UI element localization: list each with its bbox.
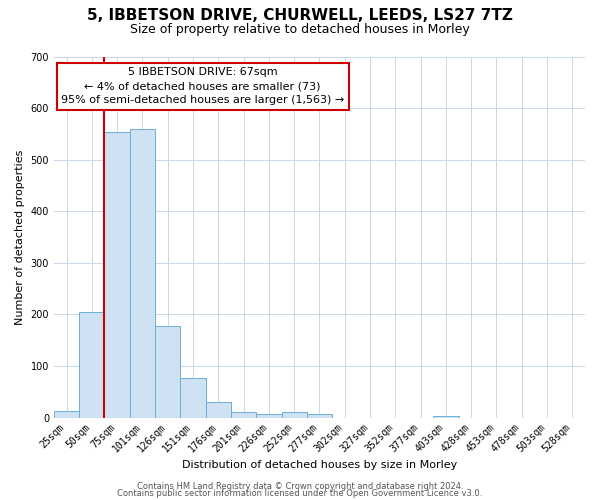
Bar — [433, 416, 458, 418]
Bar — [181, 378, 206, 418]
Text: 5, IBBETSON DRIVE, CHURWELL, LEEDS, LS27 7TZ: 5, IBBETSON DRIVE, CHURWELL, LEEDS, LS27… — [87, 8, 513, 22]
Bar — [206, 402, 231, 417]
Text: Contains public sector information licensed under the Open Government Licence v3: Contains public sector information licen… — [118, 488, 482, 498]
Bar — [155, 326, 181, 418]
Bar — [281, 412, 307, 418]
Bar — [307, 414, 332, 418]
Text: Contains HM Land Registry data © Crown copyright and database right 2024.: Contains HM Land Registry data © Crown c… — [137, 482, 463, 491]
X-axis label: Distribution of detached houses by size in Morley: Distribution of detached houses by size … — [182, 460, 457, 470]
Bar — [256, 414, 281, 418]
Bar — [54, 412, 79, 418]
Bar — [104, 132, 130, 418]
Bar — [79, 312, 104, 418]
Text: 5 IBBETSON DRIVE: 67sqm
← 4% of detached houses are smaller (73)
95% of semi-det: 5 IBBETSON DRIVE: 67sqm ← 4% of detached… — [61, 68, 344, 106]
Y-axis label: Number of detached properties: Number of detached properties — [15, 150, 25, 324]
Text: Size of property relative to detached houses in Morley: Size of property relative to detached ho… — [130, 22, 470, 36]
Bar — [231, 412, 256, 418]
Bar — [130, 128, 155, 418]
